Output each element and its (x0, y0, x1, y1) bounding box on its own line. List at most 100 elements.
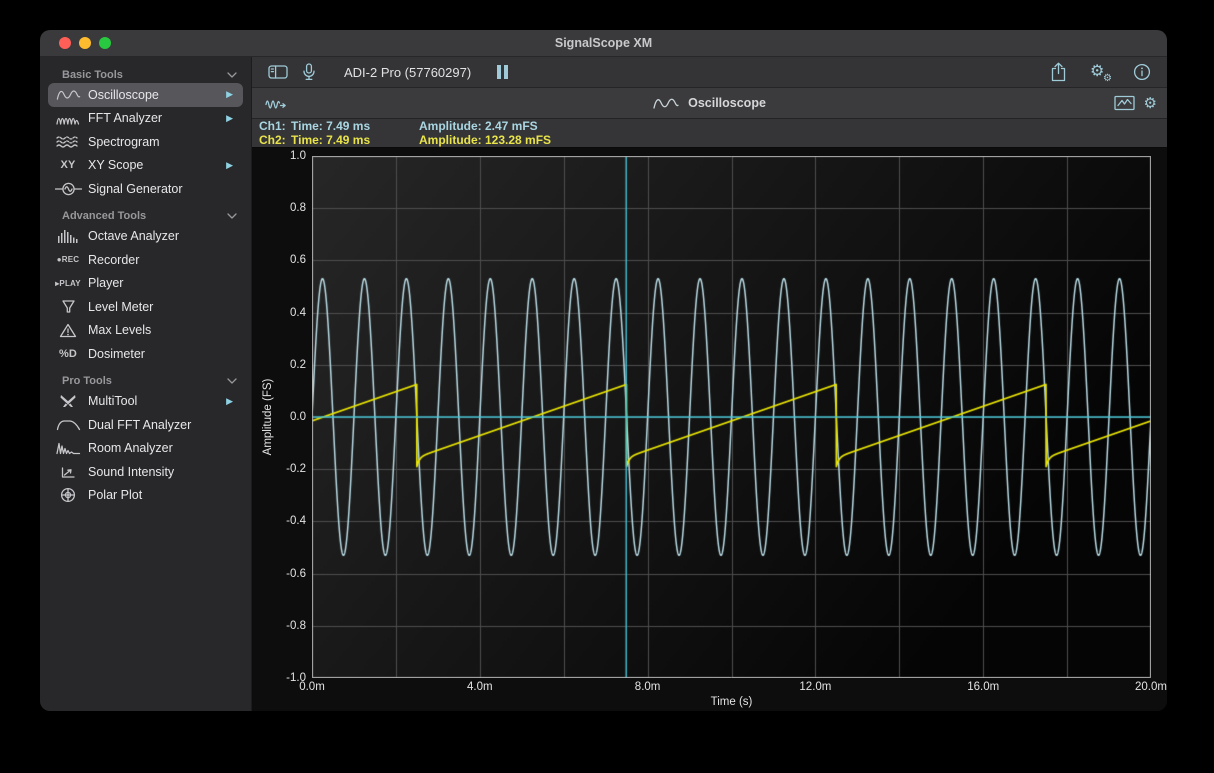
ch1-readout: Ch1: Time: 7.49 ms Amplitude: 2.47 mFS (259, 120, 1167, 134)
group-label: Pro Tools (62, 375, 112, 387)
sidebar-item-level-meter[interactable]: Level Meter (48, 295, 243, 319)
chevron-down-icon[interactable] (227, 72, 237, 78)
sidebar-item-label: Player (88, 276, 243, 290)
play-text-icon: ▸PLAY (48, 279, 88, 288)
group-header-advanced-tools[interactable]: Advanced Tools (40, 208, 251, 225)
ch1-label: Ch1: (259, 120, 291, 134)
y-tick-label: 1.0 (268, 149, 306, 163)
y-tick-label: 0.8 (268, 201, 306, 215)
y-tick-label: -0.8 (268, 619, 306, 633)
x-tick-label: 8.0m (635, 681, 661, 693)
x-tick-label: 20.0m (1135, 681, 1167, 693)
sidebar-item-octave-analyzer[interactable]: Octave Analyzer (48, 225, 243, 249)
close-button[interactable] (59, 37, 71, 49)
info-icon[interactable] (1133, 63, 1151, 81)
sine-wave-icon (653, 96, 679, 110)
sidebar-item-fft-analyzer[interactable]: FFT Analyzer▶ (48, 107, 243, 131)
settings-gears-icon[interactable]: ⚙⚙ (1090, 62, 1110, 82)
detach-arrow-icon[interactable]: ▶ (226, 161, 243, 170)
rec-text-icon: ●REC (48, 255, 88, 264)
y-tick-label: -0.2 (268, 462, 306, 476)
sidebar-item-max-levels[interactable]: Max Levels (48, 319, 243, 343)
sidebar-item-room-analyzer[interactable]: Room Analyzer (48, 437, 243, 461)
sidebar-item-dual-fft-analyzer[interactable]: Dual FFT Analyzer (48, 413, 243, 437)
ch1-time: Time: 7.49 ms (291, 120, 419, 134)
sidebar-item-label: XY Scope (88, 158, 226, 172)
window-title: SignalScope XM (40, 36, 1167, 50)
polar-plot-icon (48, 487, 88, 503)
oscilloscope-chart: Amplitude (FS) Time (s) 1.00.80.60.40.20… (252, 148, 1167, 711)
sidebar-item-spectrogram[interactable]: Spectrogram (48, 130, 243, 154)
minimize-button[interactable] (79, 37, 91, 49)
y-tick-label: -0.4 (268, 514, 306, 528)
sidebar-item-multitool[interactable]: MultiTool▶ (48, 390, 243, 414)
detach-arrow-icon[interactable]: ▶ (226, 90, 243, 99)
group-label: Advanced Tools (62, 210, 146, 222)
spectrogram-icon (48, 135, 88, 149)
filter-curve-icon (48, 418, 88, 431)
group-label: Basic Tools (62, 69, 123, 81)
sidebar-item-label: Sound Intensity (88, 465, 243, 479)
octave-bars-icon (48, 229, 88, 243)
detach-arrow-icon[interactable]: ▶ (226, 114, 243, 123)
ch2-time: Time: 7.49 ms (291, 134, 419, 148)
detach-arrow-icon[interactable]: ▶ (226, 397, 243, 406)
xy-text-icon: XY (48, 159, 88, 171)
sidebar-item-sound-intensity[interactable]: Sound Intensity (48, 460, 243, 484)
device-selector[interactable]: ADI-2 Pro (57760297) (344, 65, 471, 80)
display-settings-gear-icon[interactable]: ⚙ (1144, 94, 1157, 112)
ch2-amplitude: Amplitude: 123.28 mFS (419, 134, 551, 148)
group-header-basic-tools[interactable]: Basic Tools (40, 66, 251, 83)
chart-display-icon[interactable] (1114, 95, 1135, 111)
microphone-icon[interactable] (302, 63, 316, 82)
ch1-amplitude: Amplitude: 2.47 mFS (419, 120, 538, 134)
chevron-down-icon[interactable] (227, 213, 237, 219)
zoom-button[interactable] (99, 37, 111, 49)
tool-header: Oscilloscope ⚙ (252, 88, 1167, 119)
traffic-lights (59, 37, 111, 49)
sidebar-item-label: Oscilloscope (88, 88, 226, 102)
y-tick-label: 0.4 (268, 306, 306, 320)
tool-title: Oscilloscope (688, 96, 766, 110)
pause-button[interactable] (497, 65, 508, 79)
x-axis-title: Time (s) (711, 696, 753, 708)
sidebar-item-xy-scope[interactable]: XYXY Scope▶ (48, 154, 243, 178)
y-tick-label: -0.6 (268, 567, 306, 581)
intensity-axes-icon (48, 465, 88, 479)
sidebar-item-player[interactable]: ▸PLAYPlayer (48, 272, 243, 296)
sidebar-item-label: Level Meter (88, 300, 243, 314)
dosimeter-text-icon: %D (48, 348, 88, 360)
ch2-readout: Ch2: Time: 7.49 ms Amplitude: 123.28 mFS (259, 134, 1167, 148)
sidebar-item-label: Polar Plot (88, 488, 243, 502)
group-header-pro-tools[interactable]: Pro Tools (40, 373, 251, 390)
sidebar-item-label: Room Analyzer (88, 441, 243, 455)
titlebar: SignalScope XM (40, 30, 1167, 57)
sidebar-item-polar-plot[interactable]: Polar Plot (48, 484, 243, 508)
sidebar-item-label: Recorder (88, 253, 243, 267)
main-toolbar: ADI-2 Pro (57760297) ⚙⚙ (252, 57, 1167, 88)
sidebar-item-recorder[interactable]: ●RECRecorder (48, 248, 243, 272)
oscilloscope-plot[interactable] (312, 156, 1151, 678)
x-tick-label: 16.0m (967, 681, 999, 693)
cursor-readout: Ch1: Time: 7.49 ms Amplitude: 2.47 mFS C… (252, 119, 1167, 148)
sine-wave-icon (48, 88, 88, 101)
sidebar: Basic ToolsOscilloscope▶FFT Analyzer▶Spe… (40, 57, 252, 711)
sidebar-item-signal-generator[interactable]: Signal Generator (48, 177, 243, 201)
sidebar-item-label: Max Levels (88, 323, 243, 337)
sidebar-item-label: FFT Analyzer (88, 111, 226, 125)
sidebar-toggle-icon[interactable] (268, 64, 288, 80)
app-window: SignalScope XM Basic ToolsOscilloscope▶F… (40, 30, 1167, 711)
sidebar-item-dosimeter[interactable]: %DDosimeter (48, 342, 243, 366)
sidebar-item-label: Spectrogram (88, 135, 243, 149)
sidebar-item-oscilloscope[interactable]: Oscilloscope▶ (48, 83, 243, 107)
ch2-label: Ch2: (259, 134, 291, 148)
fft-icon (48, 112, 88, 125)
share-icon[interactable] (1050, 62, 1067, 82)
y-tick-label: 0.0 (268, 410, 306, 424)
impulse-response-icon (48, 442, 88, 455)
chevron-down-icon[interactable] (227, 378, 237, 384)
y-tick-label: 0.2 (268, 358, 306, 372)
sidebar-item-label: MultiTool (88, 394, 226, 408)
y-tick-label: 0.6 (268, 253, 306, 267)
input-signal-icon[interactable] (265, 96, 288, 111)
